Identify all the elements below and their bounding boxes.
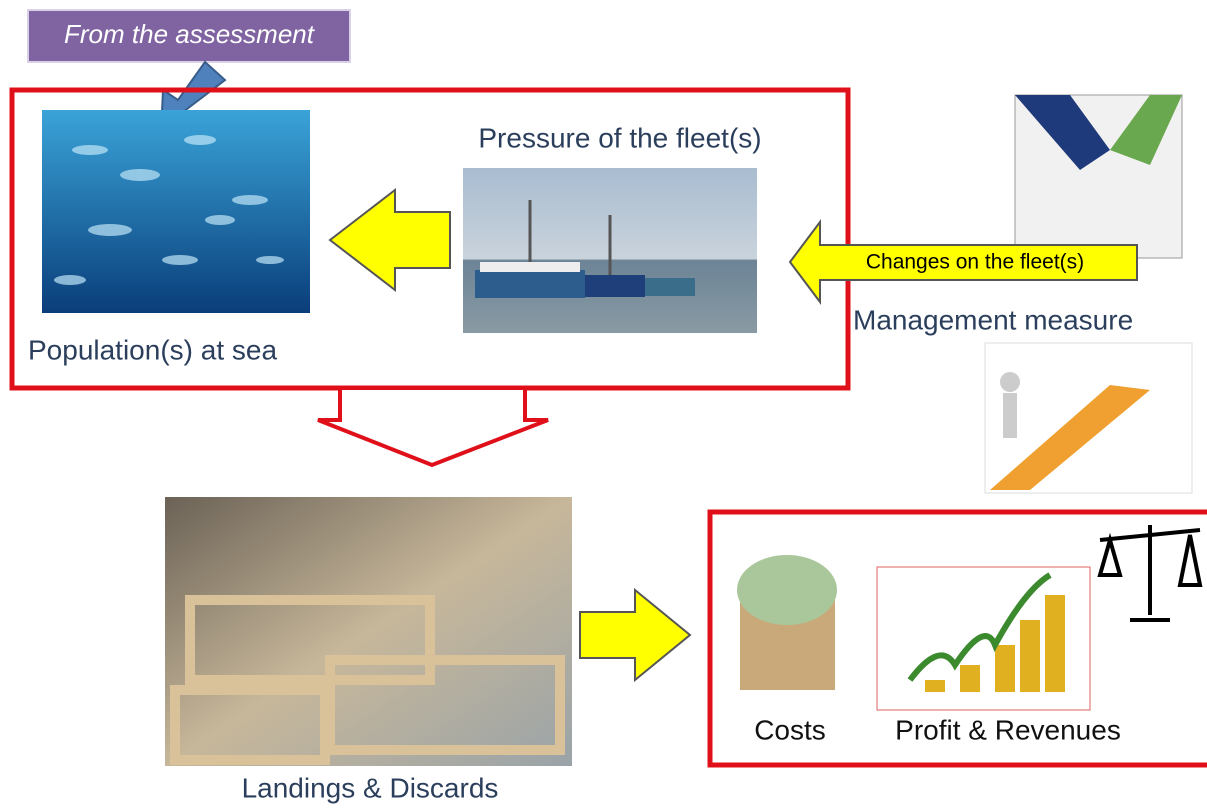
fleet-to-stock-arrow xyxy=(330,190,450,290)
fleet-pressure-label: Pressure of the fleet(s) xyxy=(478,122,761,153)
choices-figure xyxy=(1003,393,1017,438)
landings-to-economics-arrow xyxy=(580,590,690,680)
down-arrow xyxy=(318,388,548,465)
diagram: From the assessment Pressure of the flee… xyxy=(0,0,1207,811)
landings-label: Landings & Discards xyxy=(242,772,499,803)
note-arrow xyxy=(162,62,225,112)
scale-icon xyxy=(1100,525,1200,620)
costs-money xyxy=(737,555,837,625)
landings-photo xyxy=(165,497,572,766)
management-label: Management measure xyxy=(853,304,1133,335)
choices-figure xyxy=(1000,372,1020,392)
population-label: Population(s) at sea xyxy=(28,334,277,365)
profit-label: Profit & Revenues xyxy=(895,714,1121,745)
costs-label: Costs xyxy=(754,714,826,745)
changes-label: Changes on the fleet(s) xyxy=(866,251,1084,274)
note-text: From the assessment xyxy=(64,19,316,49)
